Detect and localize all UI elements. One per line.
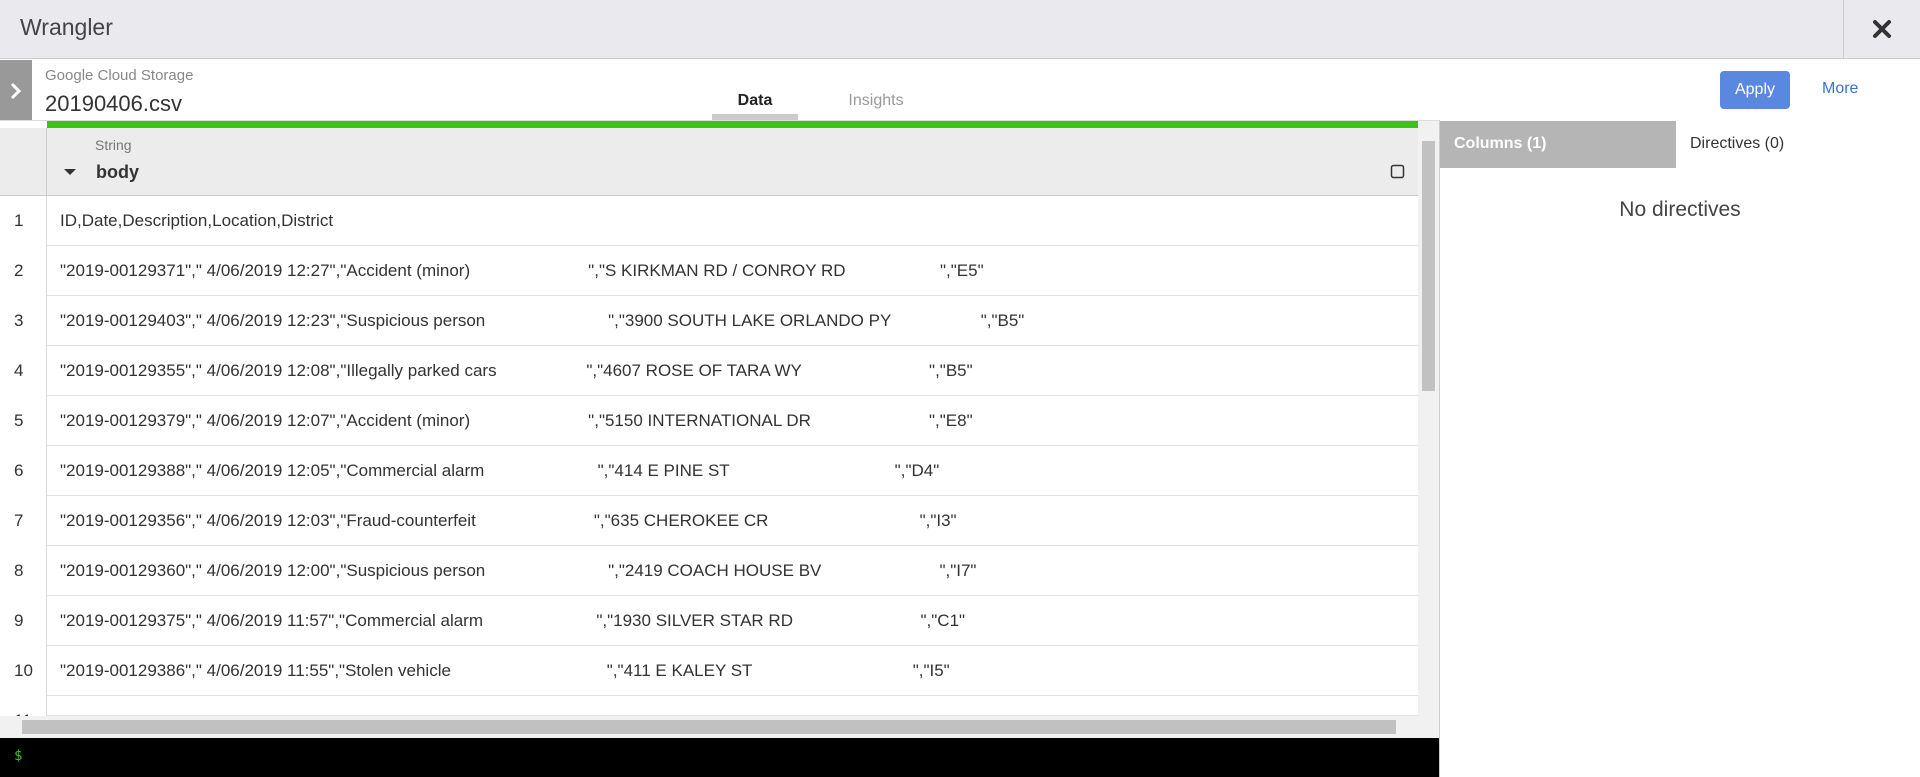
row-number: 9 <box>0 596 47 646</box>
row-text: "2019-00129388"," 4/06/2019 12:05","Comm… <box>47 446 1418 496</box>
row-number: 5 <box>0 396 47 446</box>
terminal-prompt: $ <box>14 748 23 764</box>
sidebar-toggle[interactable] <box>0 60 32 120</box>
app-title: Wrangler <box>20 14 113 40</box>
row-text: "2019-00129356"," 4/06/2019 12:03","Frau… <box>47 496 1418 546</box>
top-bar <box>0 0 1920 59</box>
close-icon[interactable] <box>1844 0 1920 59</box>
row-text <box>47 696 1418 716</box>
column-checkbox[interactable] <box>1390 164 1406 180</box>
row-text: "2019-00129403"," 4/06/2019 12:23","Susp… <box>47 296 1418 346</box>
terminal[interactable] <box>0 738 1440 777</box>
column-name: body <box>96 162 139 182</box>
row-number: 2 <box>0 246 47 296</box>
row-number: 8 <box>0 546 47 596</box>
apply-button[interactable]: Apply <box>1720 71 1790 109</box>
tab-underline <box>712 114 798 120</box>
column-type: String <box>95 137 132 153</box>
column-dropdown[interactable] <box>62 166 78 178</box>
column-header <box>0 128 1418 196</box>
tab[interactable]: Data <box>737 92 773 109</box>
source-provider: Google Cloud Storage <box>45 67 194 84</box>
corner <box>0 128 47 196</box>
row-text: "2019-00129371"," 4/06/2019 12:27","Acci… <box>47 246 1418 296</box>
divider <box>0 120 1920 121</box>
row-text: "2019-00129355"," 4/06/2019 12:08","Ille… <box>47 346 1418 396</box>
scroll-thumb[interactable] <box>1422 141 1435 391</box>
row-number: 3 <box>0 296 47 346</box>
sidebar <box>1439 120 1920 777</box>
close-button[interactable] <box>1843 0 1920 59</box>
empty-message: No directives <box>1619 198 1741 221</box>
row-number: 4 <box>0 346 47 396</box>
row-text: ID,Date,Description,Location,District <box>47 196 1418 246</box>
row-number: 11 <box>0 696 47 716</box>
more-button[interactable]: More <box>1822 80 1859 97</box>
row-text: "2019-00129386"," 4/06/2019 11:55","Stol… <box>47 646 1418 696</box>
row-text: "2019-00129360"," 4/06/2019 12:00","Susp… <box>47 546 1418 596</box>
chevron[interactable] <box>0 60 32 120</box>
tab[interactable]: Insights <box>848 92 904 109</box>
quality-bar <box>47 121 1418 128</box>
horizontal-scrollbar[interactable] <box>0 716 1439 738</box>
row-number: 7 <box>0 496 47 546</box>
sidebar-tab[interactable]: Directives (0) <box>1690 135 1785 152</box>
sidebar-tab[interactable]: Columns (1) <box>1440 121 1676 168</box>
row-number: 6 <box>0 446 47 496</box>
row-number: 1 <box>0 196 47 246</box>
row-text: "2019-00129375"," 4/06/2019 11:57","Comm… <box>47 596 1418 646</box>
row-number: 10 <box>0 646 47 696</box>
row-text: "2019-00129379"," 4/06/2019 12:07","Acci… <box>47 396 1418 446</box>
scroll-thumb[interactable] <box>22 720 1396 734</box>
vertical-scrollbar[interactable] <box>1418 121 1439 716</box>
file-name: 20190406.csv <box>45 91 182 116</box>
